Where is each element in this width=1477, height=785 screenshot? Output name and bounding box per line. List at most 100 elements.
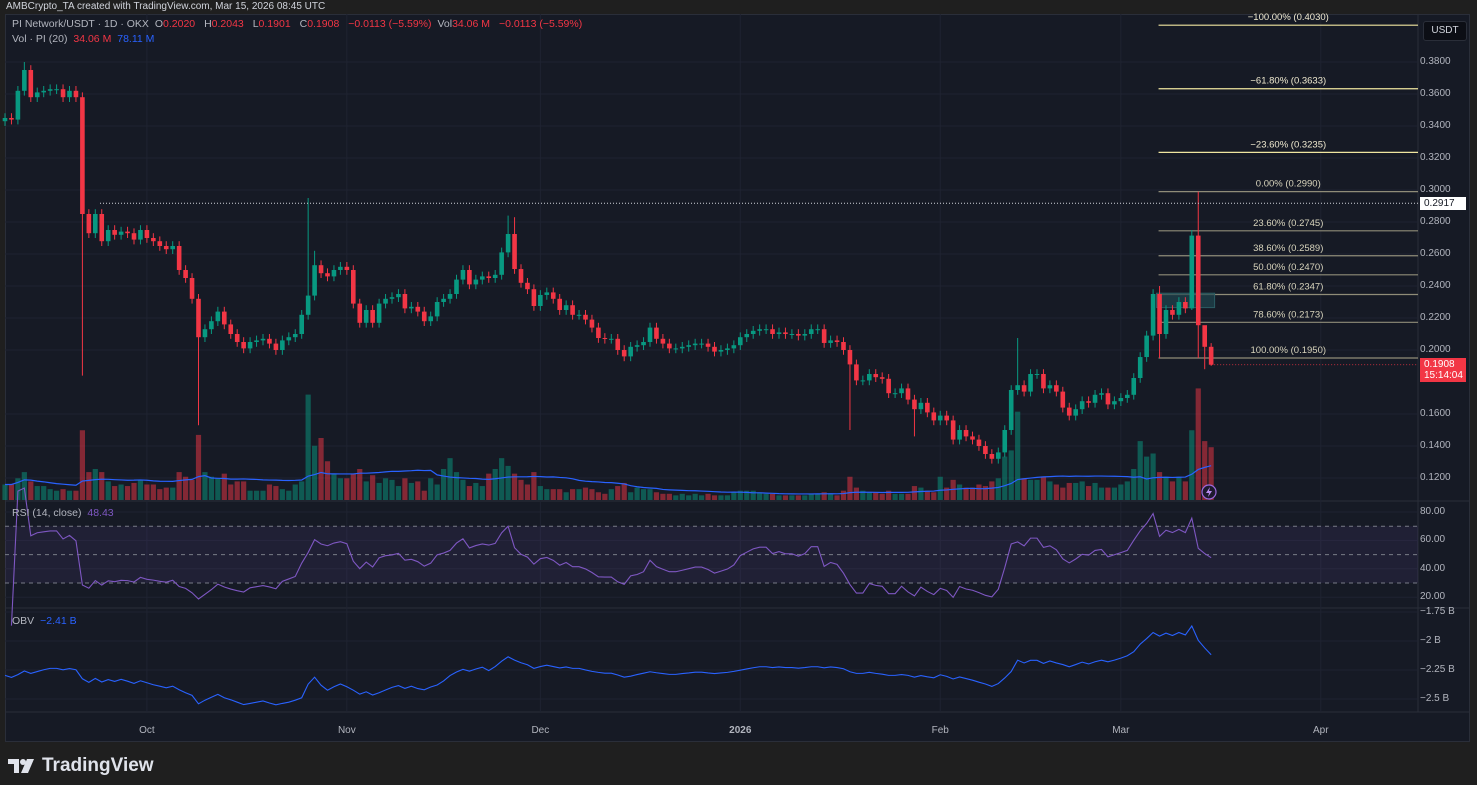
volume-bar	[1137, 441, 1143, 500]
volume-bar	[292, 484, 298, 500]
candle-body	[860, 380, 866, 382]
volume-bar	[570, 489, 576, 500]
volume-bar	[1060, 487, 1066, 500]
volume-bar	[357, 469, 363, 500]
volume-bar	[1066, 482, 1072, 500]
candle-body	[583, 314, 588, 320]
close-value: 0.1908	[307, 18, 340, 30]
volume-bar	[679, 493, 685, 500]
volume-bar	[989, 481, 995, 500]
candle-body	[641, 342, 646, 346]
candle-body	[131, 233, 137, 240]
candle-body	[867, 374, 872, 381]
candle-body	[996, 452, 1001, 459]
volume-bar	[299, 481, 305, 500]
candle-body	[841, 342, 846, 350]
volume-bar	[1163, 476, 1169, 500]
volume-bar	[853, 487, 859, 500]
volume-bar	[453, 472, 460, 500]
volume-bar	[815, 493, 821, 500]
volume-bar	[1176, 476, 1182, 500]
volume-bar	[157, 489, 163, 500]
volume-bar	[124, 486, 131, 500]
volume-bar	[79, 430, 85, 500]
candle-body	[873, 374, 879, 378]
candle-body	[389, 297, 395, 299]
volume-bar	[434, 484, 440, 500]
candle-body	[963, 430, 969, 437]
volume-bar	[647, 489, 653, 500]
candle-body	[60, 89, 66, 98]
volume-bar	[924, 490, 930, 500]
volume-bar	[395, 486, 402, 500]
candle-body	[247, 342, 253, 349]
volume-bar	[286, 490, 292, 500]
price-tick-label: 0.1400	[1420, 440, 1451, 451]
time-tick-label: Nov	[338, 725, 356, 736]
candle-body	[260, 338, 266, 341]
volume-bar	[834, 495, 840, 500]
symbol-name[interactable]: PI Network/USDT · 1D · OKX	[12, 18, 149, 30]
candle-body	[570, 305, 575, 315]
candle-body	[28, 70, 34, 98]
volume-bar	[944, 487, 950, 500]
obv-legend[interactable]: OBV −2.41 B	[12, 615, 80, 627]
candle-body	[209, 321, 214, 330]
vol-ma-label[interactable]: Vol · PI (20)	[12, 33, 68, 45]
candle-body	[1028, 374, 1033, 392]
rsi-label[interactable]: RSI (14, close)	[12, 507, 82, 519]
rsi-value: 48.43	[87, 507, 114, 519]
candle-body	[854, 364, 859, 381]
candle-body	[847, 350, 853, 365]
candle-body	[344, 266, 350, 270]
price-tick-label: 0.2600	[1420, 248, 1451, 259]
candle-body	[170, 246, 175, 250]
volume-bar	[718, 495, 724, 500]
candle-body	[925, 402, 930, 413]
volume-bar	[1195, 388, 1201, 500]
candle-body	[441, 298, 446, 302]
symbol-legend[interactable]: PI Network/USDT · 1D · OKX O0.2020 H0.20…	[12, 18, 585, 30]
fib-level-label: 50.00% (0.2470)	[1253, 262, 1323, 273]
volume-bar	[312, 445, 318, 500]
volume-bar	[640, 489, 647, 500]
currency-button[interactable]: USDT	[1423, 21, 1467, 41]
volume-bar	[1118, 484, 1124, 500]
volume-bar	[995, 478, 1001, 500]
candle-body	[957, 430, 962, 440]
candle-body	[1176, 302, 1182, 315]
vol-change: −0.0113 (−5.59%)	[498, 18, 583, 30]
candle-body	[151, 238, 156, 242]
volume-bar	[402, 478, 408, 500]
candle-body	[1163, 310, 1169, 334]
volume-bar	[1040, 476, 1047, 500]
alert-bolt-icon-glyph	[1206, 487, 1212, 497]
obv-tick-label: −2 B	[1420, 635, 1441, 646]
volume-bar	[221, 473, 227, 500]
volume-bar	[247, 490, 253, 500]
candle-body	[254, 340, 259, 342]
obv-label[interactable]: OBV	[12, 615, 35, 627]
tradingview-logo[interactable]: TradingView	[8, 754, 154, 778]
volume-bar	[215, 478, 221, 500]
candle-body	[1015, 385, 1020, 390]
chart-area[interactable]	[5, 14, 1470, 742]
low-label: L0.1901	[252, 18, 291, 30]
candle-body	[686, 345, 691, 347]
chart-attribution: AMBCrypto_TA created with TradingView.co…	[6, 1, 326, 12]
rsi-tick-label: 40.00	[1420, 562, 1446, 574]
candle-body	[970, 436, 975, 440]
candle-body	[937, 415, 943, 421]
volume-bar	[54, 490, 60, 500]
candle-body	[660, 338, 666, 344]
rsi-legend[interactable]: RSI (14, close) 48.43	[12, 507, 117, 519]
volume-bar	[1053, 484, 1059, 500]
candle-body	[776, 332, 782, 334]
volume-bar	[840, 490, 847, 500]
volume-ma-legend[interactable]: Vol · PI (20) 34.06 M 78.11 M	[12, 33, 157, 45]
grid-lines	[5, 14, 1470, 713]
candle-body	[699, 343, 704, 345]
volume-bar	[486, 473, 492, 500]
volume-bar	[628, 492, 634, 500]
